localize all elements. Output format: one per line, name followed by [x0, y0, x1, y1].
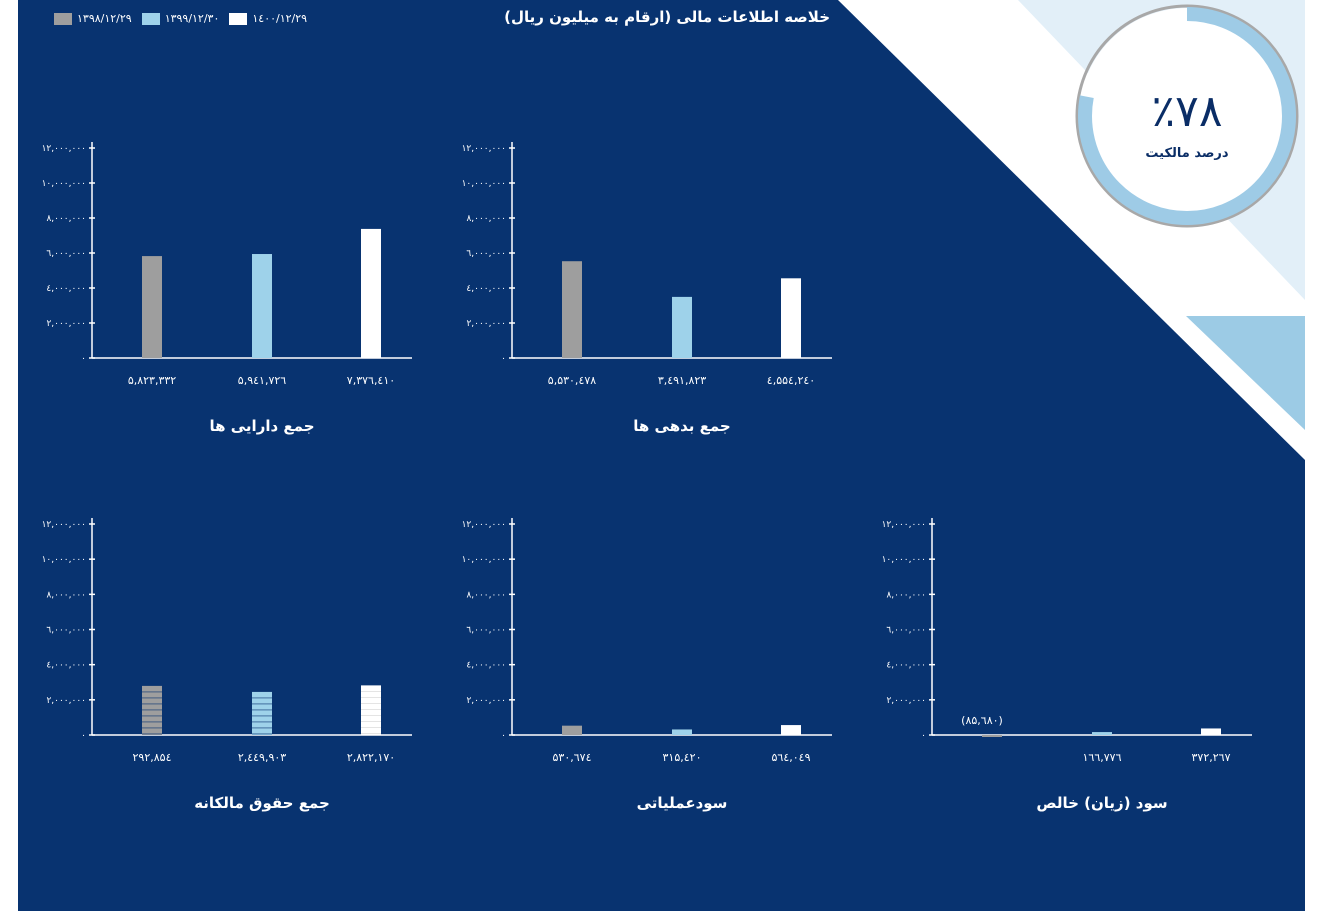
legend-item: ۱۳۹۹/۱۲/۳۰: [141, 12, 220, 25]
bar: [361, 228, 381, 358]
bar: [672, 729, 692, 735]
y-tick-label: ۱۰,۰۰۰,۰۰۰: [42, 555, 86, 565]
y-tick-label: ۱۰,۰۰۰,۰۰۰: [462, 179, 506, 189]
legend-swatch: [229, 12, 248, 25]
y-tick-label: ۱۲,۰۰۰,۰۰۰: [42, 144, 86, 154]
value-label: ۲۹۲,۸۵٤: [133, 751, 172, 764]
value-label: ٤,۵۵٤,۲٤۰: [767, 374, 815, 387]
chart-title: سود (زیان) خالص: [1036, 794, 1167, 812]
y-tick-label: ۰: [501, 731, 506, 741]
bar: [1092, 732, 1112, 735]
value-label: (۸۵,٦۸۰): [961, 714, 1003, 727]
bar: [252, 691, 272, 735]
value-label: ۷,۳۷٦,٤۱۰: [347, 374, 395, 387]
y-tick-label: ٦,۰۰۰,۰۰۰: [886, 626, 926, 636]
value-label: ۲,٤٤۹,۹۰۳: [238, 751, 286, 764]
blue-triangle-shape: [1186, 316, 1305, 430]
value-label: ۵,۵۳۰,٤۷۸: [548, 374, 596, 387]
bar: [142, 256, 162, 358]
y-tick-label: ۸,۰۰۰,۰۰۰: [466, 214, 506, 224]
value-label: ۱٦٦,۷۷٦: [1083, 751, 1122, 764]
bar: [361, 685, 381, 735]
y-tick-label: ۱۰,۰۰۰,۰۰۰: [882, 555, 926, 565]
y-tick-label: ۲,۰۰۰,۰۰۰: [46, 319, 86, 329]
bar: [1201, 728, 1221, 735]
bar: [252, 254, 272, 358]
y-tick-label: ۰: [81, 354, 86, 364]
value-label: ۵۳۰,٦۷٤: [553, 751, 592, 764]
y-tick-label: ۰: [921, 731, 926, 741]
y-tick-label: ۱۲,۰۰۰,۰۰۰: [882, 520, 926, 530]
y-tick-label: ۱۲,۰۰۰,۰۰۰: [462, 520, 506, 530]
bar: [781, 725, 801, 735]
chart-title: جمع دارایی ها: [209, 417, 314, 435]
legend-label: ۱٤۰۰/۱۲/۲۹: [252, 12, 308, 25]
bar: [562, 725, 582, 735]
y-tick-label: ۲,۰۰۰,۰۰۰: [466, 319, 506, 329]
value-label: ۳۱۵,٤۲۰: [663, 751, 702, 764]
y-tick-label: ۸,۰۰۰,۰۰۰: [886, 590, 926, 600]
y-tick-label: ٦,۰۰۰,۰۰۰: [466, 626, 506, 636]
y-tick-label: ٦,۰۰۰,۰۰۰: [46, 626, 86, 636]
chart-title: جمع بدهی ها: [633, 417, 730, 435]
value-label: ۳,٤۹۱,۸۲۳: [658, 374, 706, 387]
y-tick-label: ۰: [501, 354, 506, 364]
ring-outline: [1075, 4, 1299, 228]
y-tick-label: ٦,۰۰۰,۰۰۰: [46, 249, 86, 259]
page-title: خلاصه اطلاعات مالی (ارقام به میلیون ریال…: [504, 8, 830, 26]
y-tick-label: ۲,۰۰۰,۰۰۰: [46, 696, 86, 706]
y-tick-label: ٦,۰۰۰,۰۰۰: [466, 249, 506, 259]
chart-title: جمع حقوق مالکانه: [194, 794, 330, 812]
ownership-percent: ٪۷۸: [1151, 86, 1223, 137]
y-tick-label: ٤,۰۰۰,۰۰۰: [466, 284, 506, 294]
chart-title: سودعملیاتی: [637, 794, 728, 812]
legend-swatch: [141, 12, 160, 25]
value-label: ۲,۸۲۲,۱۷۰: [347, 751, 395, 764]
value-label: ۵,۸۲۳,۳۳۲: [128, 374, 176, 387]
value-label: ۵٦٤,۰٤۹: [772, 751, 811, 764]
bar: [982, 735, 1002, 737]
y-tick-label: ۱۲,۰۰۰,۰۰۰: [462, 144, 506, 154]
y-tick-label: ۸,۰۰۰,۰۰۰: [466, 590, 506, 600]
bar: [672, 296, 692, 358]
value-label: ۵,۹٤۱,۷۲٦: [238, 374, 286, 387]
ring-fill: [1079, 8, 1295, 224]
y-tick-label: ۲,۰۰۰,۰۰۰: [466, 696, 506, 706]
y-tick-label: ۱۰,۰۰۰,۰۰۰: [462, 555, 506, 565]
y-tick-label: ۱۰,۰۰۰,۰۰۰: [42, 179, 86, 189]
y-tick-label: ۰: [81, 731, 86, 741]
value-label: ۳۷۲,۲٦۷: [1192, 751, 1231, 764]
ring-progress-arc: [1078, 7, 1296, 225]
bar: [562, 261, 582, 358]
bar: [781, 278, 801, 358]
legend-swatch: [54, 12, 72, 25]
y-tick-label: ۱۲,۰۰۰,۰۰۰: [42, 520, 86, 530]
y-tick-label: ٤,۰۰۰,۰۰۰: [46, 284, 86, 294]
chart-legend: ۱۳۹۸/۱۲/۲۹ ۱۳۹۹/۱۲/۳۰ ۱٤۰۰/۱۲/۲۹: [54, 12, 307, 25]
legend-label: ۱۳۹۸/۱۲/۲۹: [77, 12, 132, 25]
y-tick-label: ۸,۰۰۰,۰۰۰: [46, 590, 86, 600]
y-tick-label: ۸,۰۰۰,۰۰۰: [46, 214, 86, 224]
y-tick-label: ٤,۰۰۰,۰۰۰: [46, 661, 86, 671]
legend-label: ۱۳۹۹/۱۲/۳۰: [164, 12, 220, 25]
y-tick-label: ٤,۰۰۰,۰۰۰: [886, 661, 926, 671]
y-tick-label: ۲,۰۰۰,۰۰۰: [886, 696, 926, 706]
legend-item: ۱۳۹۸/۱۲/۲۹: [54, 12, 132, 25]
y-tick-label: ٤,۰۰۰,۰۰۰: [466, 661, 506, 671]
legend-item: ۱٤۰۰/۱۲/۲۹: [229, 12, 307, 25]
ownership-label: درصد مالکیت: [1145, 146, 1229, 161]
